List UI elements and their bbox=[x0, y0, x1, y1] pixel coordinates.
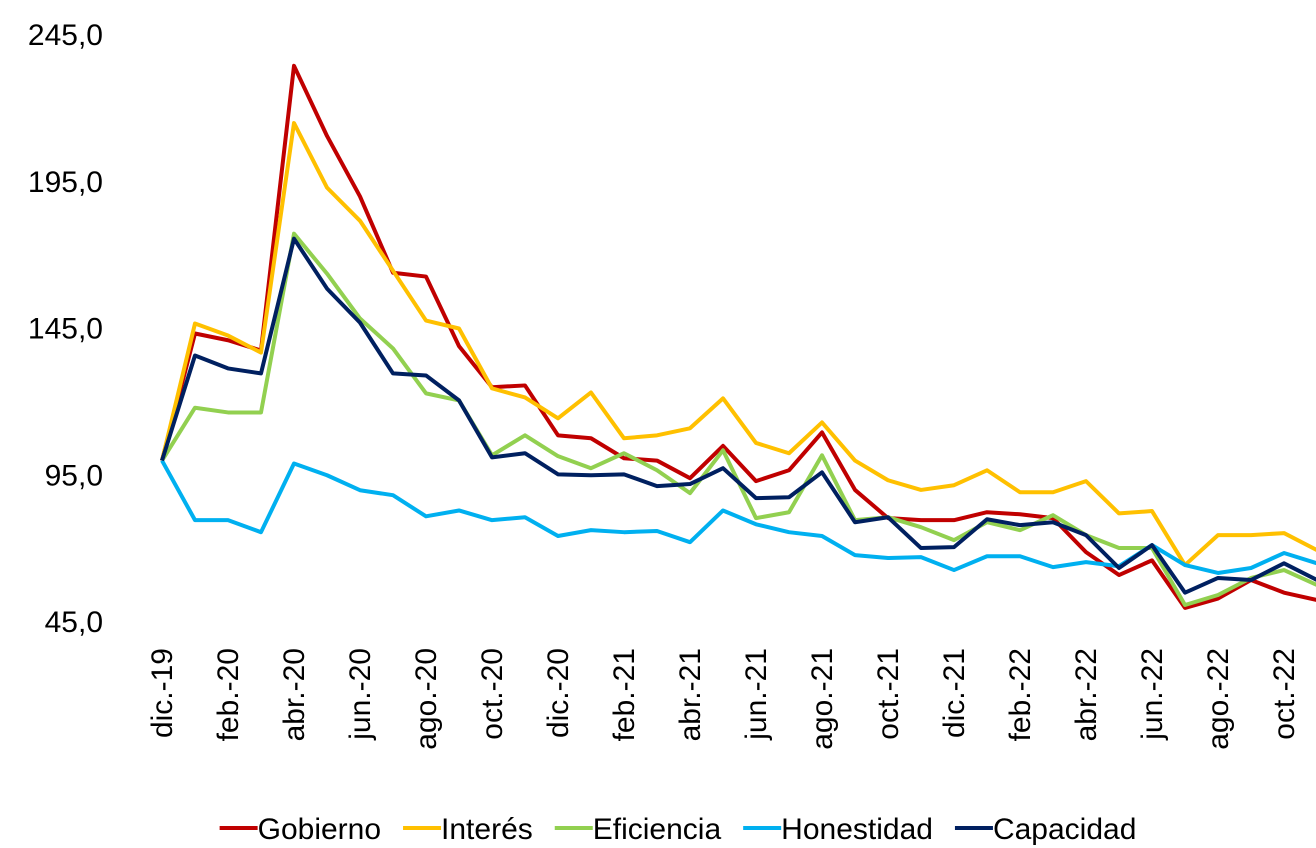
x-tick-label: oct.-21 bbox=[872, 648, 905, 740]
series-line bbox=[160, 63, 1316, 610]
y-tick-label: 45,0 bbox=[45, 606, 103, 639]
x-tick-label: feb.-20 bbox=[212, 648, 245, 741]
y-tick-label: 95,0 bbox=[45, 459, 103, 492]
series-line bbox=[160, 459, 1316, 575]
x-tick-label: oct.-22 bbox=[1268, 648, 1301, 740]
x-tick-label: jun.-20 bbox=[344, 648, 377, 741]
legend-label: Honestidad bbox=[781, 813, 933, 846]
x-tick-label: feb.-22 bbox=[1004, 648, 1037, 741]
x-tick-label: jun.-22 bbox=[1136, 648, 1169, 741]
x-tick-label: ago.-22 bbox=[1202, 648, 1235, 750]
y-tick-label: 195,0 bbox=[28, 166, 103, 199]
series-line bbox=[160, 121, 1316, 568]
legend-label: Capacidad bbox=[993, 813, 1136, 846]
legend-label: Interés bbox=[441, 813, 533, 846]
x-tick-label: dic.-19 bbox=[146, 648, 179, 738]
x-tick-label: ago.-21 bbox=[806, 648, 839, 750]
x-tick-label: jun.-21 bbox=[740, 648, 773, 741]
y-tick-label: 245,0 bbox=[28, 19, 103, 52]
x-tick-label: abr.-21 bbox=[674, 648, 707, 741]
x-tick-label: oct.-20 bbox=[476, 648, 509, 740]
x-tick-label: abr.-20 bbox=[278, 648, 311, 741]
series-line bbox=[160, 236, 1316, 595]
x-tick-label: ago.-20 bbox=[410, 648, 443, 750]
legend: Gobierno Interés Eficiencia Honestidad Capac… bbox=[219, 813, 1136, 846]
x-tick-label: feb.-21 bbox=[608, 648, 641, 741]
legend-label: Gobierno bbox=[258, 813, 381, 846]
x-tick-label: dic.-20 bbox=[542, 648, 575, 738]
legend-label: Eficiencia bbox=[593, 813, 722, 846]
x-tick-label: dic.-21 bbox=[938, 648, 971, 738]
x-tick-label: abr.-22 bbox=[1070, 648, 1103, 741]
y-tick-label: 145,0 bbox=[28, 313, 103, 346]
